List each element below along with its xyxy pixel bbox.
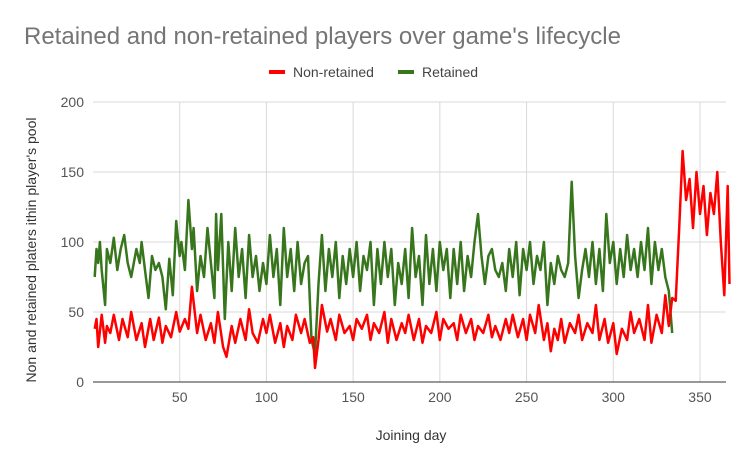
legend-swatch-retained <box>398 70 414 74</box>
axis-ticks: 0 50 100 150 200 50 100 150 200 250 300 350 <box>61 94 712 405</box>
legend-label-retained: Retained <box>422 64 478 80</box>
gridlines <box>93 101 726 383</box>
legend-label-non-retained: Non-retained <box>293 64 374 80</box>
x-tick-label: 300 <box>602 389 626 405</box>
x-tick-label: 50 <box>172 389 188 405</box>
x-tick-label: 150 <box>341 389 365 405</box>
y-tick-label: 100 <box>61 234 85 250</box>
x-tick-label: 200 <box>428 389 452 405</box>
x-tick-label: 100 <box>255 389 279 405</box>
y-tick-label: 0 <box>76 374 84 390</box>
x-tick-label: 350 <box>688 389 712 405</box>
chart-title: Retained and non-retained players over g… <box>24 23 621 50</box>
series-line-retained <box>93 180 674 356</box>
x-tick-label: 250 <box>515 389 539 405</box>
series-lines <box>93 149 731 370</box>
y-tick-label: 50 <box>68 304 84 320</box>
series-line-non-retained <box>93 149 731 370</box>
x-axis-title: Joining day <box>376 427 447 443</box>
y-tick-label: 200 <box>61 94 85 110</box>
y-axis-title: Non and retained platers ithin player's … <box>23 118 39 383</box>
legend-swatch-non-retained <box>269 70 285 74</box>
y-tick-label: 150 <box>61 164 85 180</box>
legend: Non-retained Retained <box>269 64 478 80</box>
